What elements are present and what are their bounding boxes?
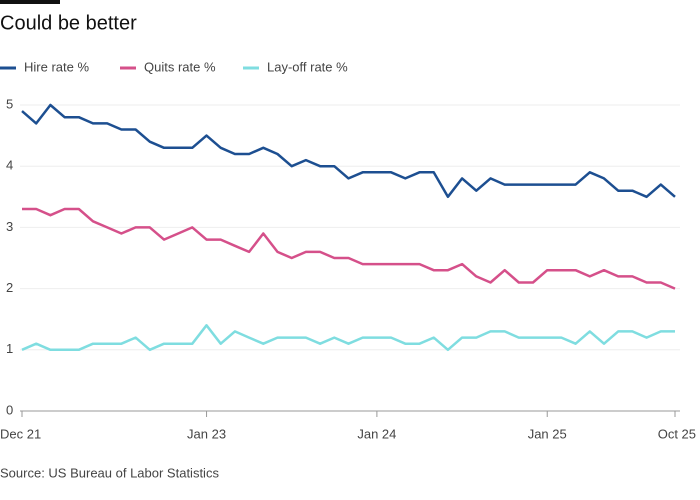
source: Source: US Bureau of Labor Statistics [0,465,219,480]
legend-label: Quits rate % [144,59,216,74]
y-tick-label: 1 [6,341,13,356]
y-tick-label: 0 [6,402,13,417]
x-tick-label: Jan 23 [187,426,226,441]
line-series [22,207,676,290]
x-tick-label: Dec 21 [0,426,41,441]
legend-label: Lay-off rate % [267,59,348,74]
x-tick-label: Jan 25 [528,426,567,441]
x-tick-label: Oct 25 [658,426,696,441]
legend-label: Hire rate % [24,59,89,74]
line-series [21,324,675,352]
x-tick-label: Jan 24 [357,426,396,441]
y-tick-label: 4 [6,158,13,173]
line-series [21,103,676,199]
y-tick-label: 3 [6,219,13,234]
chart-title: Could be better [0,12,137,34]
brand-bar [0,0,60,4]
y-tick-label: 5 [6,96,13,111]
y-tick-label: 2 [6,280,13,295]
